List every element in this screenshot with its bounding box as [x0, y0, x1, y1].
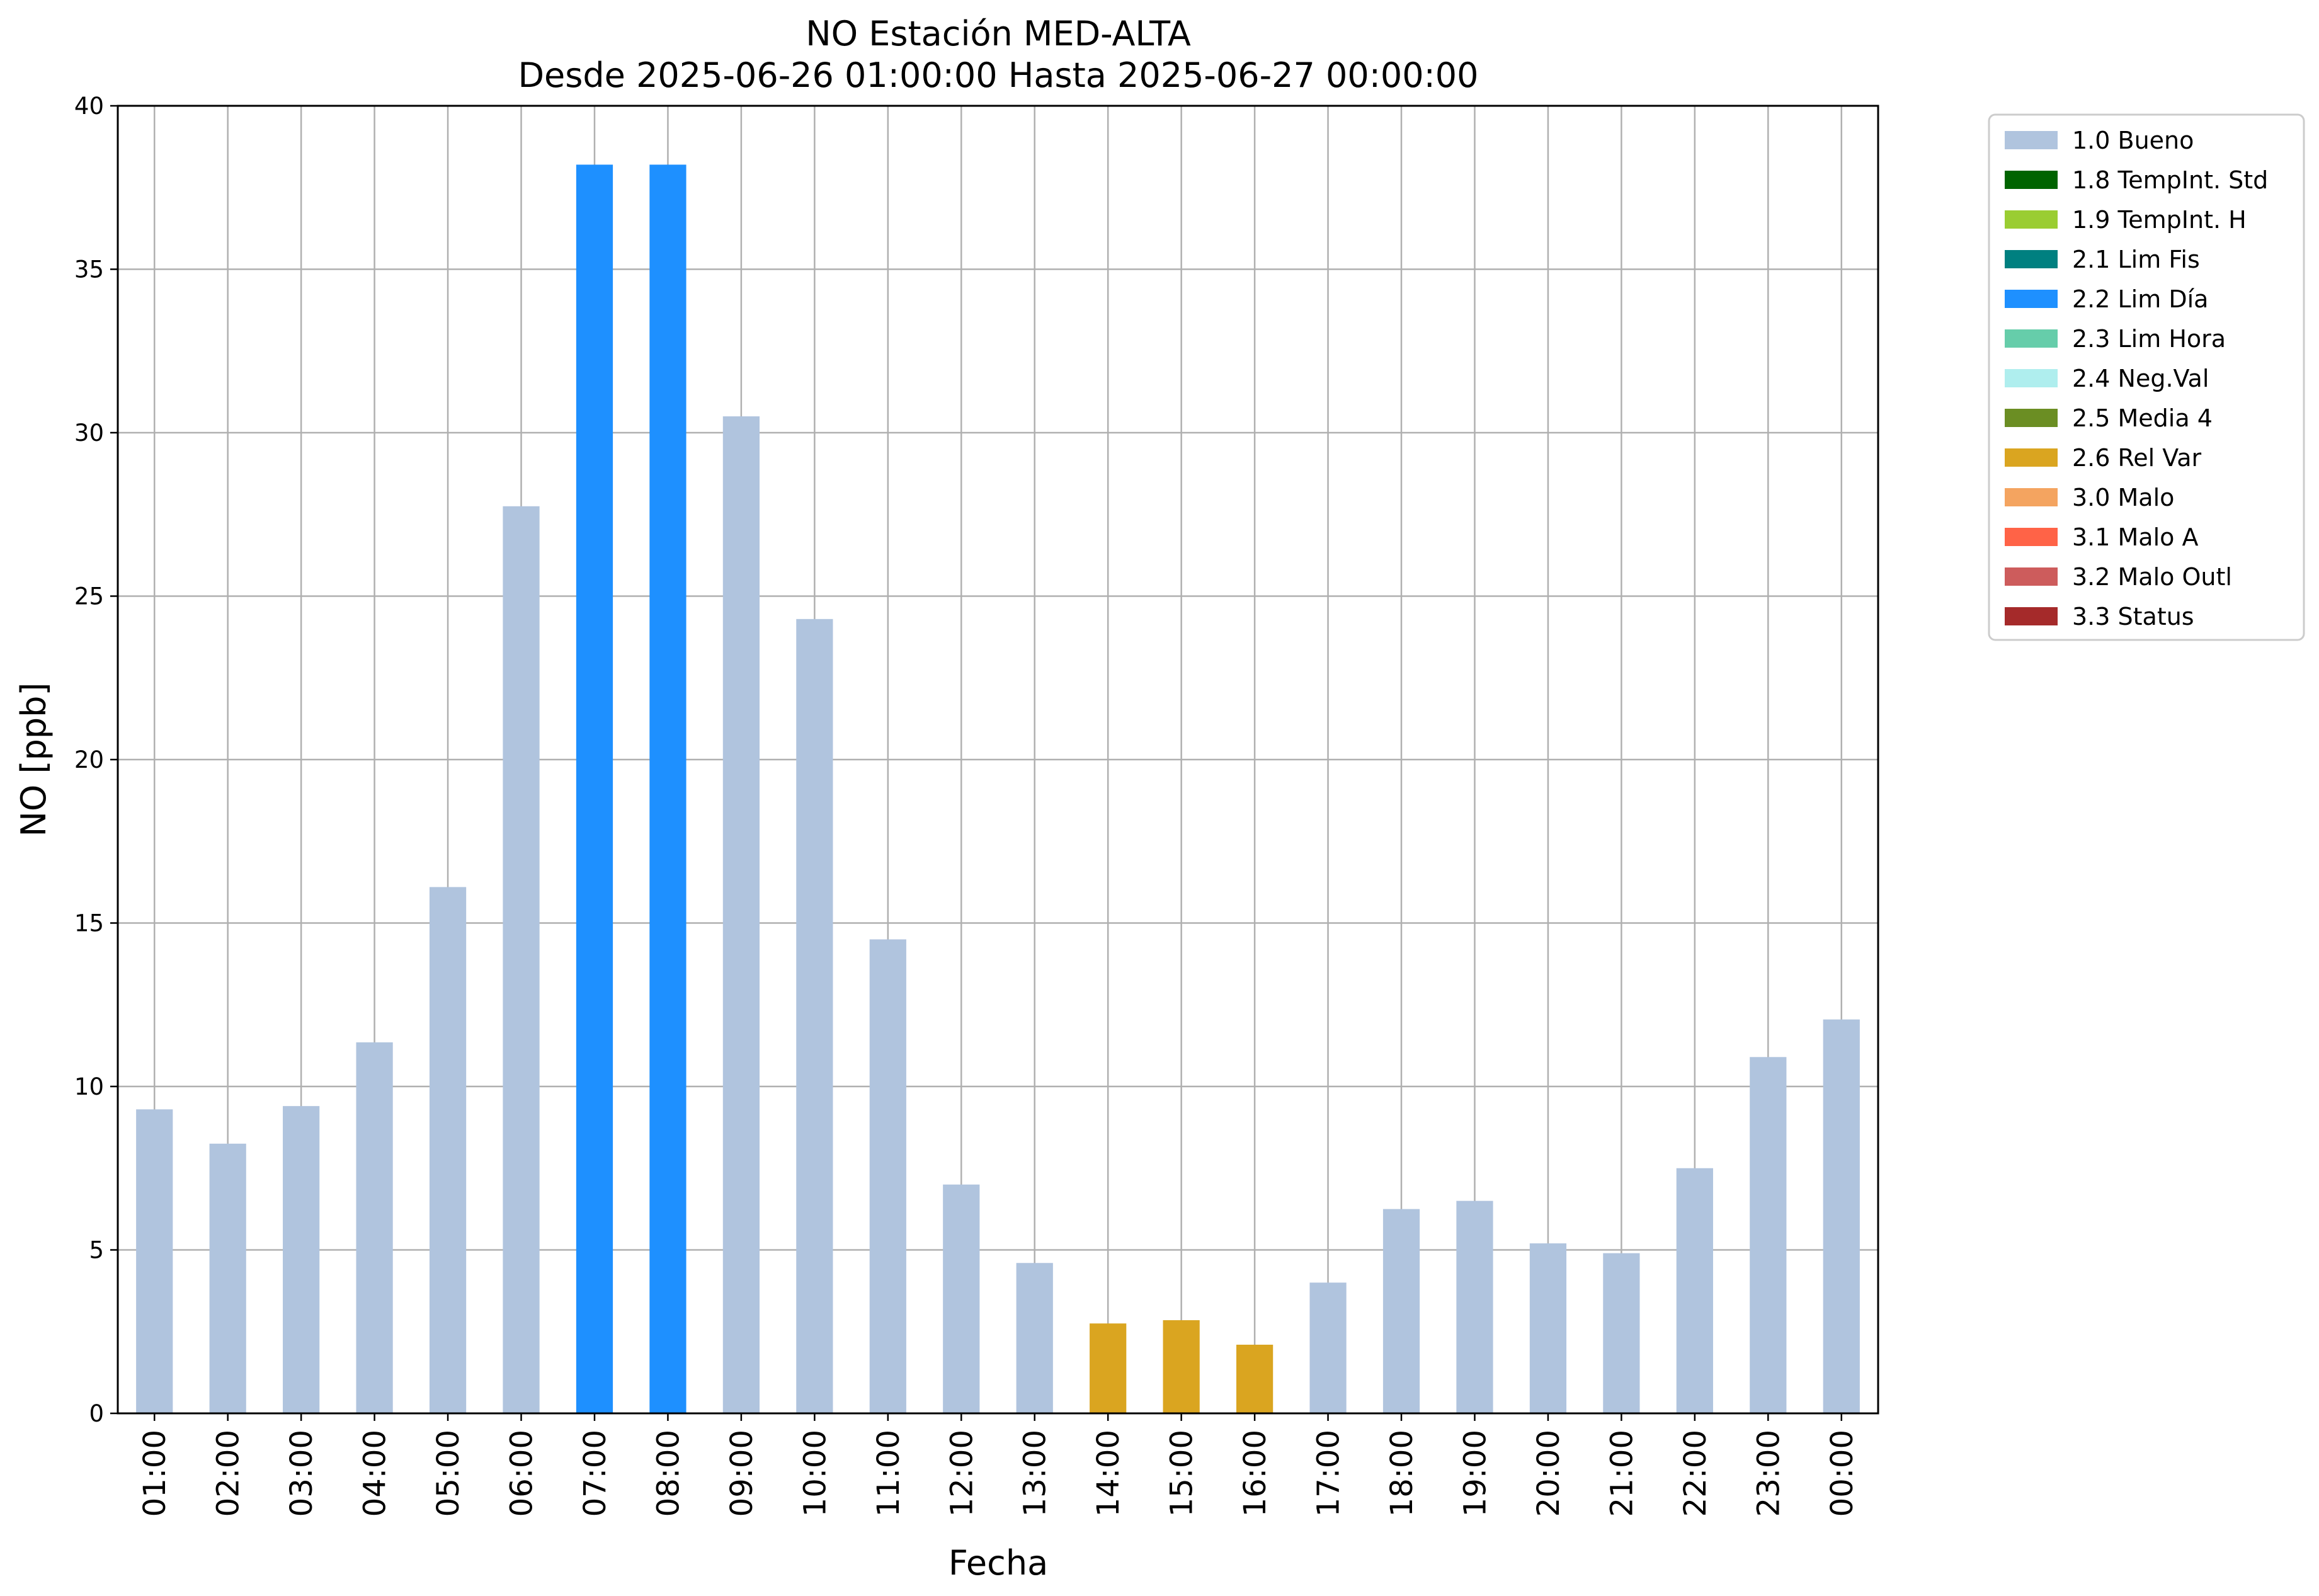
- bar: [1090, 1323, 1127, 1413]
- x-tick-label: 04:00: [358, 1430, 393, 1517]
- bar: [943, 1184, 980, 1413]
- y-tick-label: 35: [74, 256, 104, 283]
- y-tick-label: 5: [89, 1237, 104, 1264]
- x-tick-label: 23:00: [1751, 1430, 1786, 1517]
- legend-label: 2.6 Rel Var: [2072, 444, 2202, 472]
- legend-swatch: [2005, 528, 2058, 546]
- bar: [1456, 1200, 1493, 1413]
- legend-label: 1.0 Bueno: [2072, 127, 2194, 154]
- x-tick-label: 09:00: [724, 1430, 760, 1517]
- legend-label: 2.3 Lim Hora: [2072, 325, 2226, 353]
- legend-swatch: [2005, 369, 2058, 387]
- bar-layer: [136, 164, 1860, 1413]
- legend-label: 2.5 Media 4: [2072, 404, 2213, 432]
- y-tick-label: 15: [74, 910, 104, 937]
- x-tick-label: 15:00: [1165, 1430, 1200, 1517]
- y-axis-label: NO [ppb]: [14, 682, 54, 836]
- bar: [136, 1109, 173, 1413]
- y-axis: 0 5 10 15 20 25 30 35 40: [74, 93, 118, 1427]
- chart-subtitle: Desde 2025-06-26 01:00:00 Hasta 2025-06-…: [518, 55, 1478, 95]
- x-tick-label: 17:00: [1311, 1430, 1347, 1517]
- bar: [1163, 1320, 1200, 1413]
- x-tick-label: 07:00: [578, 1430, 613, 1517]
- bar: [1823, 1019, 1860, 1413]
- y-tick-label: 25: [74, 583, 104, 610]
- bar: [722, 416, 760, 1413]
- y-tick-label: 30: [74, 419, 104, 447]
- x-tick-label: 18:00: [1384, 1430, 1420, 1517]
- x-tick-label: 21:00: [1604, 1430, 1639, 1517]
- bar: [869, 939, 906, 1413]
- x-tick-label: 11:00: [871, 1430, 906, 1517]
- y-tick-label: 40: [74, 93, 104, 120]
- y-tick-label: 10: [74, 1073, 104, 1100]
- legend-swatch: [2005, 171, 2058, 189]
- x-tick-label: 06:00: [504, 1430, 540, 1517]
- legend-label: 3.2 Malo Outl: [2072, 563, 2232, 591]
- x-tick-label: 16:00: [1238, 1430, 1273, 1517]
- bar: [576, 164, 613, 1413]
- x-tick-label: 14:00: [1091, 1430, 1126, 1517]
- x-tick-label: 02:00: [211, 1430, 246, 1517]
- x-tick-label: 20:00: [1531, 1430, 1566, 1517]
- legend-label: 3.3 Status: [2072, 603, 2194, 630]
- bar: [209, 1143, 246, 1413]
- legend-swatch: [2005, 607, 2058, 625]
- bar: [503, 506, 540, 1413]
- bar: [1676, 1168, 1713, 1413]
- y-tick-label: 20: [74, 746, 104, 773]
- legend-swatch: [2005, 290, 2058, 308]
- bar: [283, 1106, 320, 1413]
- bar: [1750, 1057, 1787, 1413]
- bar: [1382, 1209, 1420, 1413]
- legend-label: 2.2 Lim Día: [2072, 285, 2208, 313]
- chart-title: NO Estación MED-ALTA: [806, 14, 1191, 54]
- bar: [1309, 1282, 1347, 1413]
- bar: [649, 164, 687, 1413]
- legend-box: [1988, 113, 2305, 641]
- legend-label: 2.1 Lim Fis: [2072, 246, 2200, 273]
- x-axis-label: Fecha: [949, 1543, 1048, 1583]
- bar: [429, 887, 467, 1413]
- bar: [1236, 1345, 1273, 1413]
- x-tick-label: 13:00: [1018, 1430, 1053, 1517]
- bar: [1016, 1263, 1053, 1413]
- legend-swatch: [2005, 488, 2058, 506]
- x-tick-label: 00:00: [1825, 1430, 1860, 1517]
- legend-swatch: [2005, 210, 2058, 229]
- legend-swatch: [2005, 409, 2058, 427]
- legend-label: 1.9 TempInt. H: [2072, 206, 2247, 234]
- bar: [796, 618, 833, 1413]
- x-tick-label: 01:00: [137, 1430, 173, 1517]
- legend-items: 1.0 Bueno 1.8 TempInt. Std 1.9 TempInt. H 2…: [2005, 127, 2268, 630]
- x-tick-label: 19:00: [1457, 1430, 1493, 1517]
- y-tick-label: 0: [89, 1400, 104, 1427]
- bar: [356, 1042, 393, 1413]
- legend: 1.0 Bueno 1.8 TempInt. Std 1.9 TempInt. H 2…: [1988, 113, 2305, 641]
- legend-swatch: [2005, 448, 2058, 467]
- legend-label: 2.4 Neg.Val: [2072, 365, 2209, 392]
- x-tick-label: 08:00: [651, 1430, 686, 1517]
- x-tick-label: 12:00: [944, 1430, 979, 1517]
- legend-swatch: [2005, 131, 2058, 149]
- legend-label: 1.8 TempInt. Std: [2072, 166, 2268, 194]
- x-tick-label: 22:00: [1678, 1430, 1713, 1517]
- x-axis: 01:00 02:00 03:00 04:00 05:00 06:00 07:00 08:00…: [137, 1413, 1860, 1517]
- legend-swatch: [2005, 567, 2058, 586]
- x-tick-label: 03:00: [284, 1430, 319, 1517]
- legend-swatch: [2005, 329, 2058, 348]
- bar: [1529, 1243, 1567, 1413]
- x-tick-label: 05:00: [431, 1430, 466, 1517]
- legend-swatch: [2005, 250, 2058, 268]
- legend-label: 3.1 Malo A: [2072, 523, 2198, 551]
- legend-label: 3.0 Malo: [2072, 484, 2174, 511]
- x-tick-label: 10:00: [797, 1430, 833, 1517]
- bar: [1603, 1253, 1640, 1413]
